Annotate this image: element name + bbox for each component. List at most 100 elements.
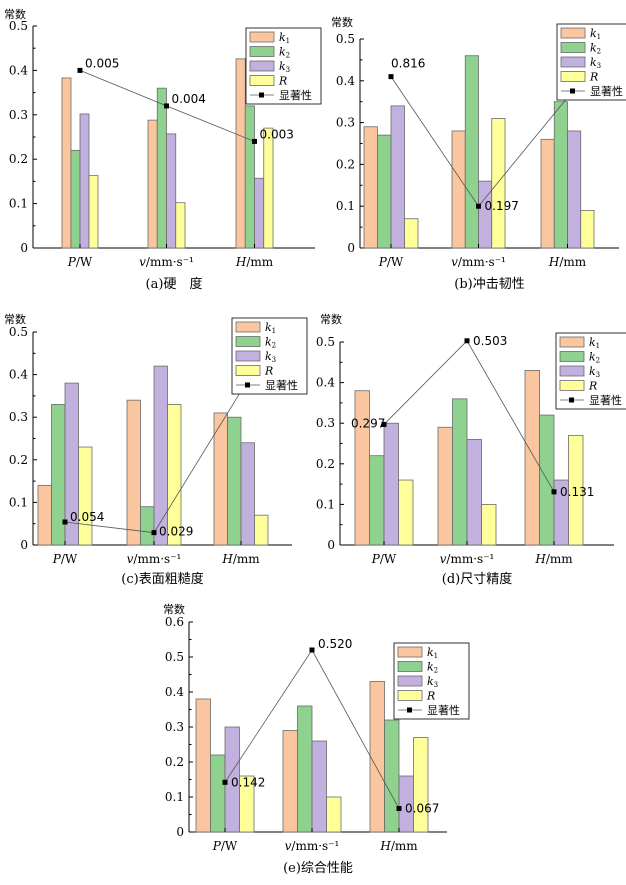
y-tick-label: 0.1 — [316, 497, 335, 511]
legend-label-R: R — [588, 380, 597, 393]
legend-swatch-k1 — [249, 31, 275, 43]
bar-k1-2 — [282, 730, 298, 833]
y-tick-label: 0 — [176, 825, 184, 839]
bar-k1-3 — [540, 138, 555, 249]
legend-label-k2: k2 — [589, 351, 600, 365]
bar-k2-1 — [369, 455, 385, 546]
bar-k2-2 — [140, 506, 155, 546]
legend-label-significance: 显著性 — [427, 703, 460, 717]
y-tick-label: 0.3 — [336, 116, 355, 130]
bar-k3-2 — [153, 365, 168, 546]
bar-R-1 — [398, 479, 414, 546]
bar-R-2 — [326, 796, 342, 833]
legend-label-k1: k1 — [589, 336, 600, 350]
chart-panel-a: 常数 0 0.1 0.2 0.3 0.4 0.5 P/W v/mm·s⁻¹ H/mm 0.005 0.… — [4, 8, 322, 292]
chart-panel-c: 常数 0 0.1 0.2 0.3 0.4 0.5 P/W v/mm·s⁻¹ H/mm 0.054 0.… — [4, 313, 308, 587]
bar-k3-1 — [383, 422, 399, 546]
legend-swatch-k2 — [559, 351, 585, 362]
y-tick-label: 0.4 — [9, 368, 28, 382]
bar-k3-2 — [166, 133, 177, 249]
bar-k3-3 — [567, 130, 582, 249]
bar-k2-3 — [553, 101, 568, 249]
legend-label-k1: k1 — [427, 646, 438, 660]
significance-point — [151, 530, 157, 536]
y-tick-label: 0.2 — [165, 755, 184, 769]
bar-k2-3 — [227, 416, 242, 546]
panel-caption: (e)综合性能 — [283, 861, 353, 876]
legend-label-k1: k1 — [279, 31, 290, 45]
significance-point — [396, 806, 402, 812]
category-label: v/mm·s⁻¹ — [285, 839, 340, 853]
significance-label: 0.142 — [231, 775, 265, 789]
significance-point — [252, 138, 257, 144]
bar-k2-1 — [210, 754, 226, 833]
significance-label: 0.297 — [351, 416, 385, 430]
bar-R-1 — [78, 446, 93, 546]
bar-R-3 — [263, 127, 274, 249]
y-tick-label: 0.4 — [336, 74, 355, 88]
bar-R-2 — [175, 202, 186, 249]
significance-point — [62, 519, 68, 525]
bar-k3-1 — [79, 113, 90, 249]
y-tick-label: 0 — [327, 538, 335, 552]
legend-marker-significance — [570, 88, 575, 94]
legend-label-significance: 显著性 — [589, 393, 622, 407]
legend-label-k3: k3 — [279, 60, 290, 74]
significance-point — [476, 203, 481, 209]
bar-k3-2 — [478, 180, 493, 249]
bar-k1-3 — [213, 412, 228, 546]
legend-swatch-R — [559, 380, 585, 391]
bar-k2-3 — [244, 105, 255, 249]
legend-swatch-R — [249, 75, 275, 86]
y-tick-label: 0.4 — [9, 63, 28, 77]
significance-label: 0.503 — [473, 334, 507, 348]
legend-marker-significance — [569, 397, 574, 403]
y-tick-label: 0.5 — [165, 650, 184, 664]
legend-swatch-k2 — [397, 661, 423, 672]
category-label: v/mm·s⁻¹ — [440, 552, 495, 566]
legend-label-R: R — [589, 71, 598, 84]
chart-panel-d: 常数 0 0.1 0.2 0.3 0.4 0.5 P/W v/mm·s⁻¹ H/mm 0.297 0.… — [316, 313, 626, 587]
category-label: v/mm·s⁻¹ — [139, 255, 194, 269]
bar-k1-3 — [235, 58, 246, 249]
legend-swatch-k3 — [249, 60, 275, 72]
significance-point — [309, 647, 315, 653]
significance-point — [222, 779, 228, 785]
significance-point — [388, 74, 394, 80]
bar-k1-2 — [451, 130, 466, 249]
significance-label: 0.029 — [159, 525, 193, 539]
significance-label: 0.005 — [85, 56, 119, 70]
legend-swatch-k1 — [560, 27, 586, 39]
legend-label-k3: k3 — [427, 675, 438, 689]
panel-caption: (b)冲击韧性 — [454, 277, 524, 292]
bar-R-1 — [239, 775, 255, 833]
category-label: H/mm — [548, 255, 587, 269]
legend-swatch-k1 — [559, 336, 585, 348]
significance-point — [381, 421, 387, 427]
legend-label-significance: 显著性 — [590, 84, 623, 98]
y-tick-label: 0.1 — [9, 197, 28, 211]
bar-R-3 — [580, 209, 595, 249]
category-label: H/mm — [235, 255, 274, 269]
y-tick-label: 0.4 — [316, 376, 335, 390]
legend-swatch-k1 — [235, 321, 261, 333]
y-axis-label: 常数 — [331, 16, 353, 29]
legend-label-k3: k3 — [589, 365, 600, 379]
bar-k2-3 — [539, 414, 555, 546]
legend-label-k3: k3 — [590, 56, 601, 70]
bar-k2-3 — [384, 719, 400, 833]
legend-label-k2: k2 — [427, 661, 438, 675]
significance-label: 0.197 — [485, 199, 519, 213]
bar-k1-2 — [147, 119, 158, 249]
y-tick-label: 0.3 — [9, 410, 28, 424]
bar-k1-3 — [369, 681, 385, 833]
legend-swatch-k1 — [397, 646, 423, 658]
category-label: P/W — [371, 552, 397, 566]
panel-caption: (a)硬 度 — [146, 276, 203, 292]
legend-swatch-k2 — [235, 336, 261, 347]
y-tick-label: 0.2 — [9, 152, 28, 166]
legend-marker-significance — [259, 92, 264, 98]
legend-marker-significance — [407, 707, 412, 713]
bar-k2-1 — [70, 149, 81, 249]
y-axis-label: 常数 — [320, 313, 342, 326]
